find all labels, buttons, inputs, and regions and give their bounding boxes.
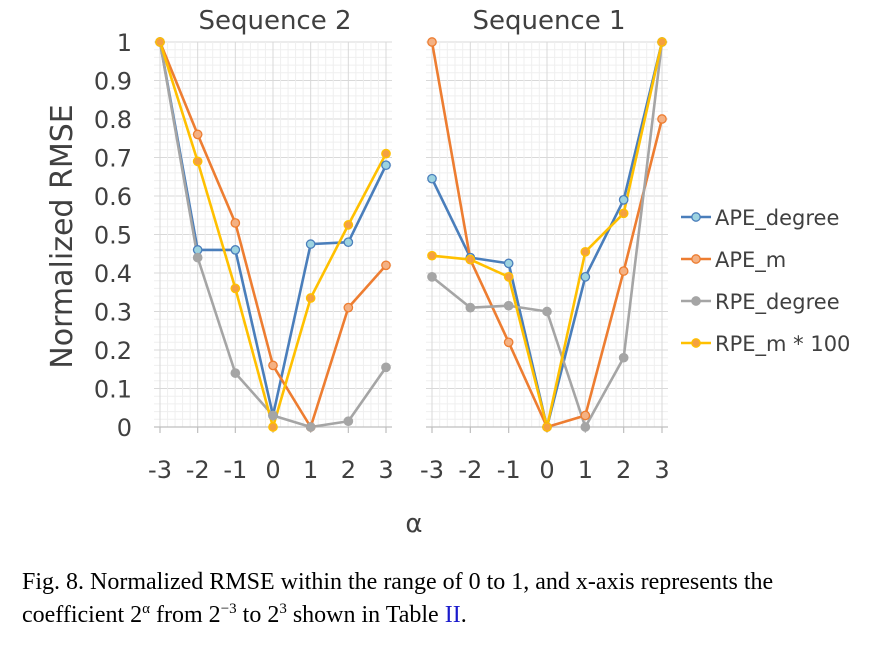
y-tick-label: 0.9 (94, 68, 132, 96)
y-tick-label: 0.6 (94, 183, 132, 211)
y-tick-label: 0.7 (94, 145, 132, 173)
data-point (580, 422, 591, 432)
data-point (465, 302, 476, 313)
data-point (268, 360, 278, 371)
x-tick-label: 0 (265, 456, 280, 484)
legend-label: APE_degree (715, 206, 839, 231)
data-point (427, 271, 437, 282)
data-point (381, 260, 391, 271)
x-tick-label: 2 (616, 456, 631, 484)
data-point (503, 271, 514, 282)
table-reference-link[interactable]: II (444, 602, 461, 628)
data-point (465, 254, 476, 265)
axis-labels: 0 0.1 0.2 0.3 0.4 0.5 0.6 0.7 0.8 0.9 1 Normalized … (45, 6, 670, 539)
y-tick-label: 0.1 (94, 376, 132, 404)
x-axis-label: α (405, 509, 422, 539)
data-point (230, 368, 241, 378)
data-point (343, 302, 354, 313)
legend-marker (691, 338, 701, 348)
x-tick-label: -1 (223, 456, 247, 484)
x-tick-label: -2 (186, 456, 210, 484)
y-tick-label: 1 (117, 29, 132, 57)
y-tick-label: 0.8 (94, 106, 132, 134)
data-point (503, 337, 514, 348)
data-point (580, 410, 591, 421)
x-tick-label: 0 (539, 456, 554, 484)
y-tick-label: 0 (117, 414, 132, 442)
data-point (618, 352, 629, 363)
data-point (618, 266, 629, 276)
data-point (503, 258, 514, 269)
data-point (542, 422, 552, 432)
axes (154, 426, 668, 433)
chart-figure: 0 0.1 0.2 0.3 0.4 0.5 0.6 0.7 0.8 0.9 1 Normalized … (45, 6, 850, 539)
x-tick-label: 3 (654, 456, 669, 484)
y-tick-label: 0.5 (94, 222, 132, 250)
data-point (618, 208, 629, 219)
legend-marker (691, 212, 701, 222)
x-tick-label: 1 (578, 456, 593, 484)
caption-sup-3: 3 (279, 601, 287, 617)
grid (154, 41, 668, 428)
data-point (305, 293, 316, 303)
data-point (618, 195, 629, 205)
caption-from: from 2 (150, 602, 221, 628)
data-point (427, 37, 437, 47)
y-axis-label: Normalized RMSE (45, 104, 80, 368)
data-point (192, 156, 203, 167)
x-tick-label: -2 (458, 456, 482, 484)
data-point (343, 416, 354, 427)
x-tick-label: -3 (148, 456, 172, 484)
legend-marker (691, 254, 701, 264)
x-tick-label: -3 (420, 456, 444, 484)
data-point (580, 271, 591, 282)
data-point (192, 252, 203, 263)
data-point (381, 148, 391, 159)
data-point (343, 220, 354, 230)
y-tick-label: 0.4 (94, 260, 132, 288)
data-point (192, 129, 203, 140)
x-tick-label: -1 (497, 456, 521, 484)
caption-sup-neg3: −3 (220, 601, 237, 617)
data-point (657, 37, 667, 47)
data-point (427, 173, 437, 184)
legend-label: APE_m (715, 248, 786, 273)
caption-to: to 2 (236, 602, 280, 628)
y-tick-label: 0.2 (94, 337, 132, 365)
caption-prefix: Fig. 8. Normalized RMSE within the range… (22, 569, 774, 628)
caption-end: . (460, 602, 467, 628)
data-point (305, 422, 316, 432)
data-point (427, 250, 437, 261)
panel-title: Sequence 1 (472, 6, 625, 36)
data-point (343, 237, 354, 248)
legend: APE_degree APE_m RPE_degree RPE_m * 100 (681, 206, 850, 357)
data-point (230, 218, 241, 228)
data-point (381, 160, 391, 171)
figure-caption: Fig. 8. Normalized RMSE within the range… (22, 566, 872, 632)
legend-label: RPE_degree (715, 290, 840, 315)
legend-label: RPE_m * 100 (715, 332, 850, 357)
x-tick-label: 1 (303, 456, 318, 484)
data-point (305, 239, 316, 249)
panel-title: Sequence 2 (198, 6, 351, 36)
caption-sup-alpha: α (142, 601, 151, 617)
data-point (580, 246, 591, 257)
x-tick-label: 3 (378, 456, 393, 484)
data-point (542, 306, 552, 317)
data-point (657, 114, 667, 124)
data-point (268, 410, 278, 421)
data-point (155, 37, 165, 47)
y-tick-label: 0.3 (94, 299, 132, 327)
data-point (230, 245, 241, 255)
legend-marker (691, 296, 701, 306)
series-lines (155, 37, 667, 432)
data-point (381, 362, 391, 373)
caption-shown: shown in Table (286, 602, 445, 628)
data-point (503, 300, 514, 311)
x-tick-label: 2 (341, 456, 356, 484)
data-point (230, 283, 241, 294)
data-point (268, 422, 278, 432)
